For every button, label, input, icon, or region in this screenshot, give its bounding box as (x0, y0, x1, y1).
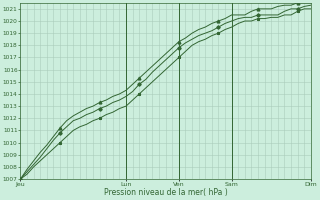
X-axis label: Pression niveau de la mer( hPa ): Pression niveau de la mer( hPa ) (104, 188, 228, 197)
